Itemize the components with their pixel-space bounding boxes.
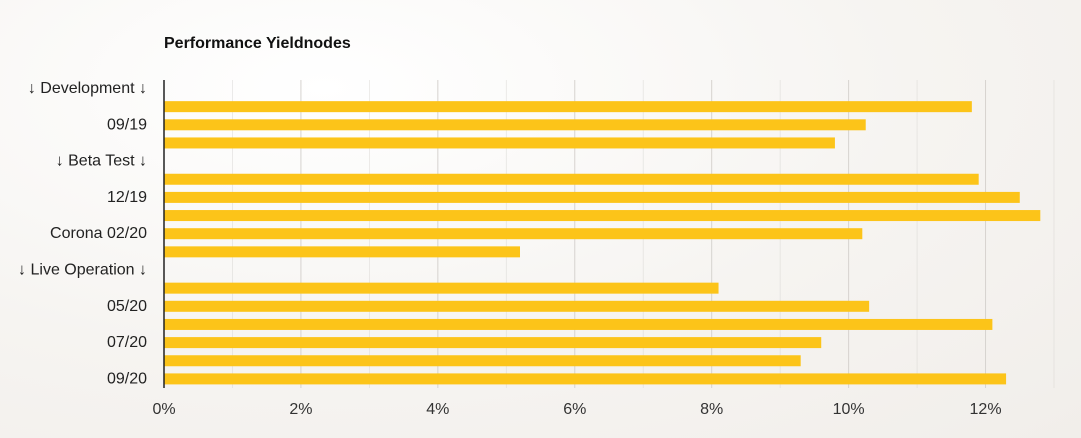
bar xyxy=(164,337,822,349)
bar xyxy=(164,282,719,294)
bar xyxy=(164,173,979,185)
bars xyxy=(164,101,1041,385)
bar xyxy=(164,246,520,258)
bar xyxy=(164,191,1020,203)
category-label: 07/20 xyxy=(107,334,147,351)
chart-title: Performance Yieldnodes xyxy=(164,35,351,52)
bar xyxy=(164,318,993,330)
x-tick-label: 12% xyxy=(970,401,1002,418)
category-label: Corona 02/20 xyxy=(50,225,147,242)
category-label: 09/20 xyxy=(107,370,147,387)
bar xyxy=(164,355,801,367)
bar xyxy=(164,300,870,312)
category-label: 12/19 xyxy=(107,189,147,206)
bar xyxy=(164,228,863,240)
category-label: ↓ Beta Test ↓ xyxy=(56,153,147,170)
bar xyxy=(164,119,866,131)
x-tick-label: 8% xyxy=(700,401,723,418)
x-tick-label: 2% xyxy=(289,401,312,418)
bar xyxy=(164,373,1007,385)
x-tick-label: 10% xyxy=(833,401,865,418)
x-tick-labels: 0% 2% 4% 6% 8% 10% 12% xyxy=(152,401,1001,418)
category-label: ↓ Live Operation ↓ xyxy=(18,262,147,279)
category-label: ↓ Development ↓ xyxy=(28,80,147,97)
category-labels: ↓ Development ↓ 09/19 ↓ Beta Test ↓ 12/19 Co… xyxy=(18,80,147,387)
x-tick-label: 4% xyxy=(426,401,449,418)
bar xyxy=(164,137,835,149)
bar xyxy=(164,210,1041,222)
category-label: 09/19 xyxy=(107,116,147,133)
x-tick-label: 6% xyxy=(563,401,586,418)
x-tick-label: 0% xyxy=(152,401,175,418)
category-label: 05/20 xyxy=(107,298,147,315)
bar xyxy=(164,101,972,113)
